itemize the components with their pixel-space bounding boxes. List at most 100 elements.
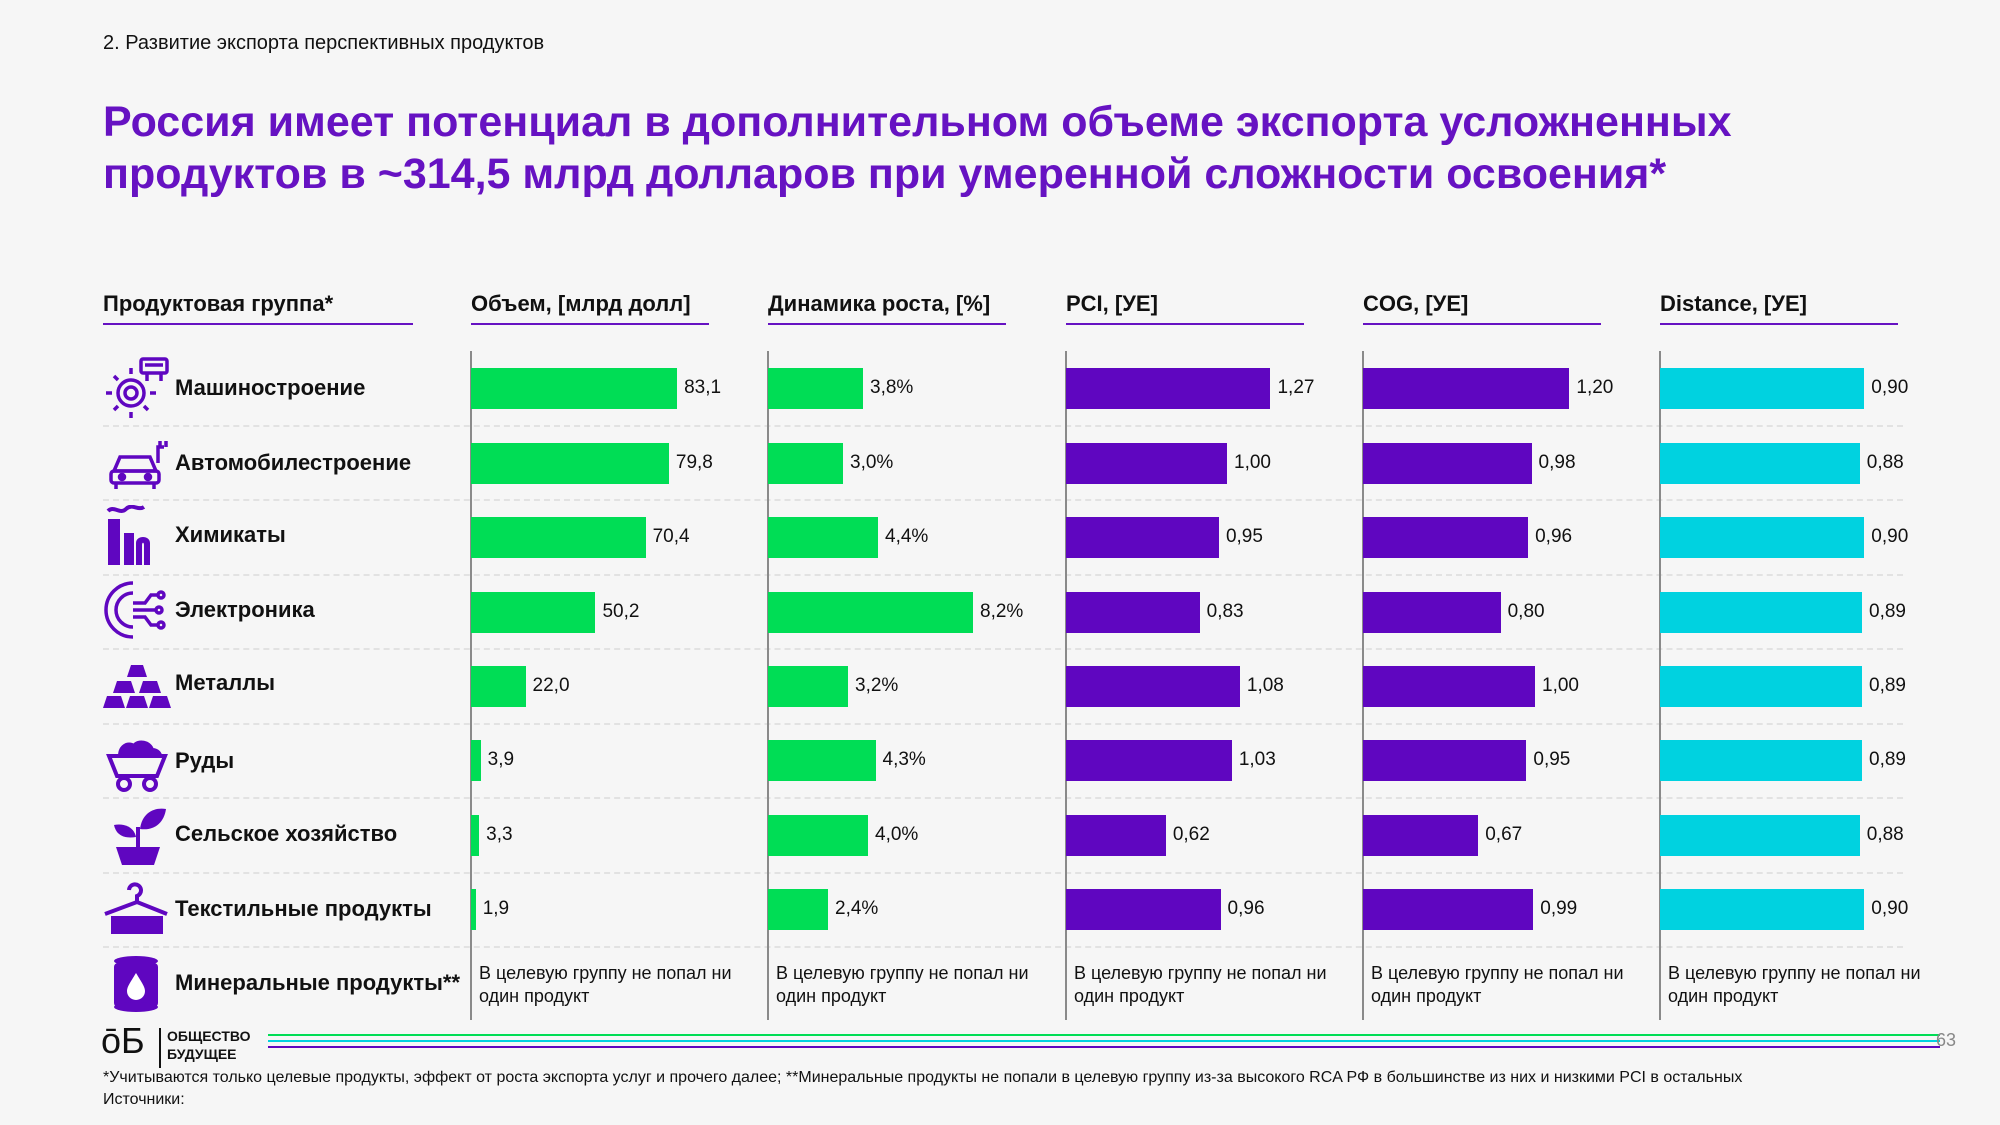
value-label-distance: 0,90 (1871, 898, 1909, 919)
bar-volume (471, 666, 526, 707)
row-separator (103, 648, 1903, 650)
value-label-growth: 3,0% (850, 452, 894, 473)
value-label-growth: 3,8% (870, 377, 914, 398)
value-label-pci: 1,27 (1277, 377, 1315, 398)
logo-divider (159, 1028, 161, 1068)
row-separator (103, 574, 1903, 576)
logo-mark: ōБ (101, 1020, 145, 1061)
bar-cog (1363, 517, 1529, 558)
excluded-note-cog: В целевую группу не попал ни один продук… (1371, 963, 1624, 1006)
bar-growth (768, 592, 973, 633)
row-separator (103, 425, 1903, 427)
product-label-agriculture: Сельское хозяйство (175, 821, 398, 846)
bar-distance (1660, 368, 1865, 409)
bar-volume (471, 368, 678, 409)
section-label: 2. Развитие экспорта перспективных проду… (103, 32, 545, 54)
bar-volume (471, 889, 476, 930)
footnote-sources: Источники: (103, 1091, 185, 1108)
sprout-icon (114, 808, 166, 865)
value-label-pci: 1,00 (1234, 452, 1271, 473)
product-label-machinery: Машиностроение (175, 375, 366, 400)
value-label-distance: 0,90 (1871, 526, 1909, 547)
gold-bars-icon (103, 665, 171, 708)
bar-volume (471, 443, 669, 484)
bar-cog (1363, 740, 1527, 781)
bar-distance (1660, 889, 1865, 930)
column-header-growth: Динамика роста, [%] (768, 291, 1006, 325)
column-header-distance: Distance, [УЕ] (1660, 291, 1898, 325)
footnote-line1: *Учитываются только целевые продукты, эф… (103, 1069, 1743, 1086)
footer-line-purple (268, 1046, 1940, 1048)
value-label-growth: 3,2% (855, 675, 899, 696)
value-label-volume: 3,9 (487, 749, 515, 770)
bar-growth (768, 368, 863, 409)
product-label-minerals: Минеральные продукты** (175, 970, 461, 995)
bar-distance (1660, 443, 1860, 484)
value-label-growth: 8,2% (980, 601, 1024, 622)
bar-distance (1660, 740, 1863, 781)
value-label-distance: 0,89 (1869, 675, 1906, 696)
row-separator (103, 872, 1903, 874)
value-label-distance: 0,88 (1866, 452, 1904, 473)
value-label-volume: 70,4 (652, 526, 690, 547)
bar-growth (768, 666, 848, 707)
value-label-cog: 0,96 (1535, 526, 1573, 547)
value-label-distance: 0,88 (1866, 824, 1904, 845)
bar-distance (1660, 815, 1860, 856)
value-label-cog: 0,98 (1538, 452, 1576, 473)
value-label-pci: 0,83 (1206, 601, 1244, 622)
page-title: Россия имеет потенциал в дополнительном … (103, 98, 1732, 198)
product-label-chemicals: Химикаты (175, 522, 286, 547)
barrel-icon (114, 956, 158, 1012)
bar-volume (471, 815, 480, 856)
value-label-distance: 0,89 (1869, 749, 1906, 770)
logo-text-line2: БУДУЩЕЕ (167, 1046, 237, 1062)
bar-cog (1363, 592, 1501, 633)
value-label-pci: 1,08 (1246, 675, 1284, 696)
value-label-volume: 22,0 (532, 675, 570, 696)
excluded-note-volume: В целевую группу не попал ни один продук… (479, 963, 732, 1006)
value-label-cog: 0,99 (1540, 898, 1578, 919)
bar-pci (1066, 368, 1271, 409)
bar-growth (768, 815, 868, 856)
footnote: *Учитываются только целевые продукты, эф… (103, 1067, 1943, 1111)
value-label-cog: 1,20 (1576, 377, 1614, 398)
product-label-automotive: Автомобилестроение (175, 450, 412, 475)
bar-distance (1660, 517, 1865, 558)
bar-distance (1660, 666, 1863, 707)
value-label-growth: 4,0% (875, 824, 919, 845)
value-label-volume: 50,2 (602, 601, 640, 622)
page-number: 63 (1936, 1030, 1957, 1050)
circuit-gear-icon (104, 581, 166, 639)
category-header: Продуктовая группа* (103, 291, 413, 325)
value-label-growth: 4,4% (885, 526, 929, 547)
bar-pci (1066, 592, 1200, 633)
excluded-note-pci: В целевую группу не попал ни один продук… (1074, 963, 1327, 1006)
car-icon (109, 441, 168, 489)
bar-volume (471, 592, 596, 633)
bar-pci (1066, 815, 1166, 856)
product-label-electronics: Электроника (175, 597, 315, 622)
bar-pci (1066, 740, 1232, 781)
bar-pci (1066, 443, 1227, 484)
value-label-pci: 0,95 (1225, 526, 1263, 547)
bar-growth (768, 517, 878, 558)
row-separator (103, 946, 1903, 948)
excluded-note-distance: В целевую группу не попал ни один продук… (1668, 963, 1921, 1006)
value-label-growth: 2,4% (835, 898, 879, 919)
bar-cog (1363, 666, 1535, 707)
row-separator (103, 723, 1903, 725)
bar-growth (768, 889, 828, 930)
row-separator (103, 499, 1903, 501)
row-separator (103, 797, 1903, 799)
value-label-volume: 83,1 (684, 377, 722, 398)
bar-pci (1066, 517, 1219, 558)
product-label-ores: Руды (175, 748, 235, 773)
value-label-volume: 3,3 (486, 824, 513, 845)
bar-cog (1363, 889, 1534, 930)
value-label-pci: 0,96 (1227, 898, 1265, 919)
product-label-metals: Металлы (175, 670, 276, 695)
logo-text-line1: ОБЩЕСТВО (167, 1028, 251, 1044)
value-label-volume: 79,8 (675, 452, 713, 473)
column-header-pci: PCI, [УЕ] (1066, 291, 1304, 325)
